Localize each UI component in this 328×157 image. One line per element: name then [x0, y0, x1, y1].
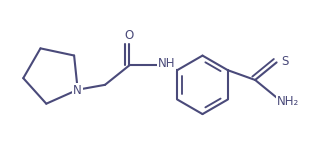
Text: NH: NH: [158, 57, 175, 70]
Text: NH₂: NH₂: [277, 95, 299, 108]
Text: S: S: [282, 55, 289, 68]
Text: N: N: [73, 84, 82, 97]
Text: O: O: [125, 29, 134, 42]
